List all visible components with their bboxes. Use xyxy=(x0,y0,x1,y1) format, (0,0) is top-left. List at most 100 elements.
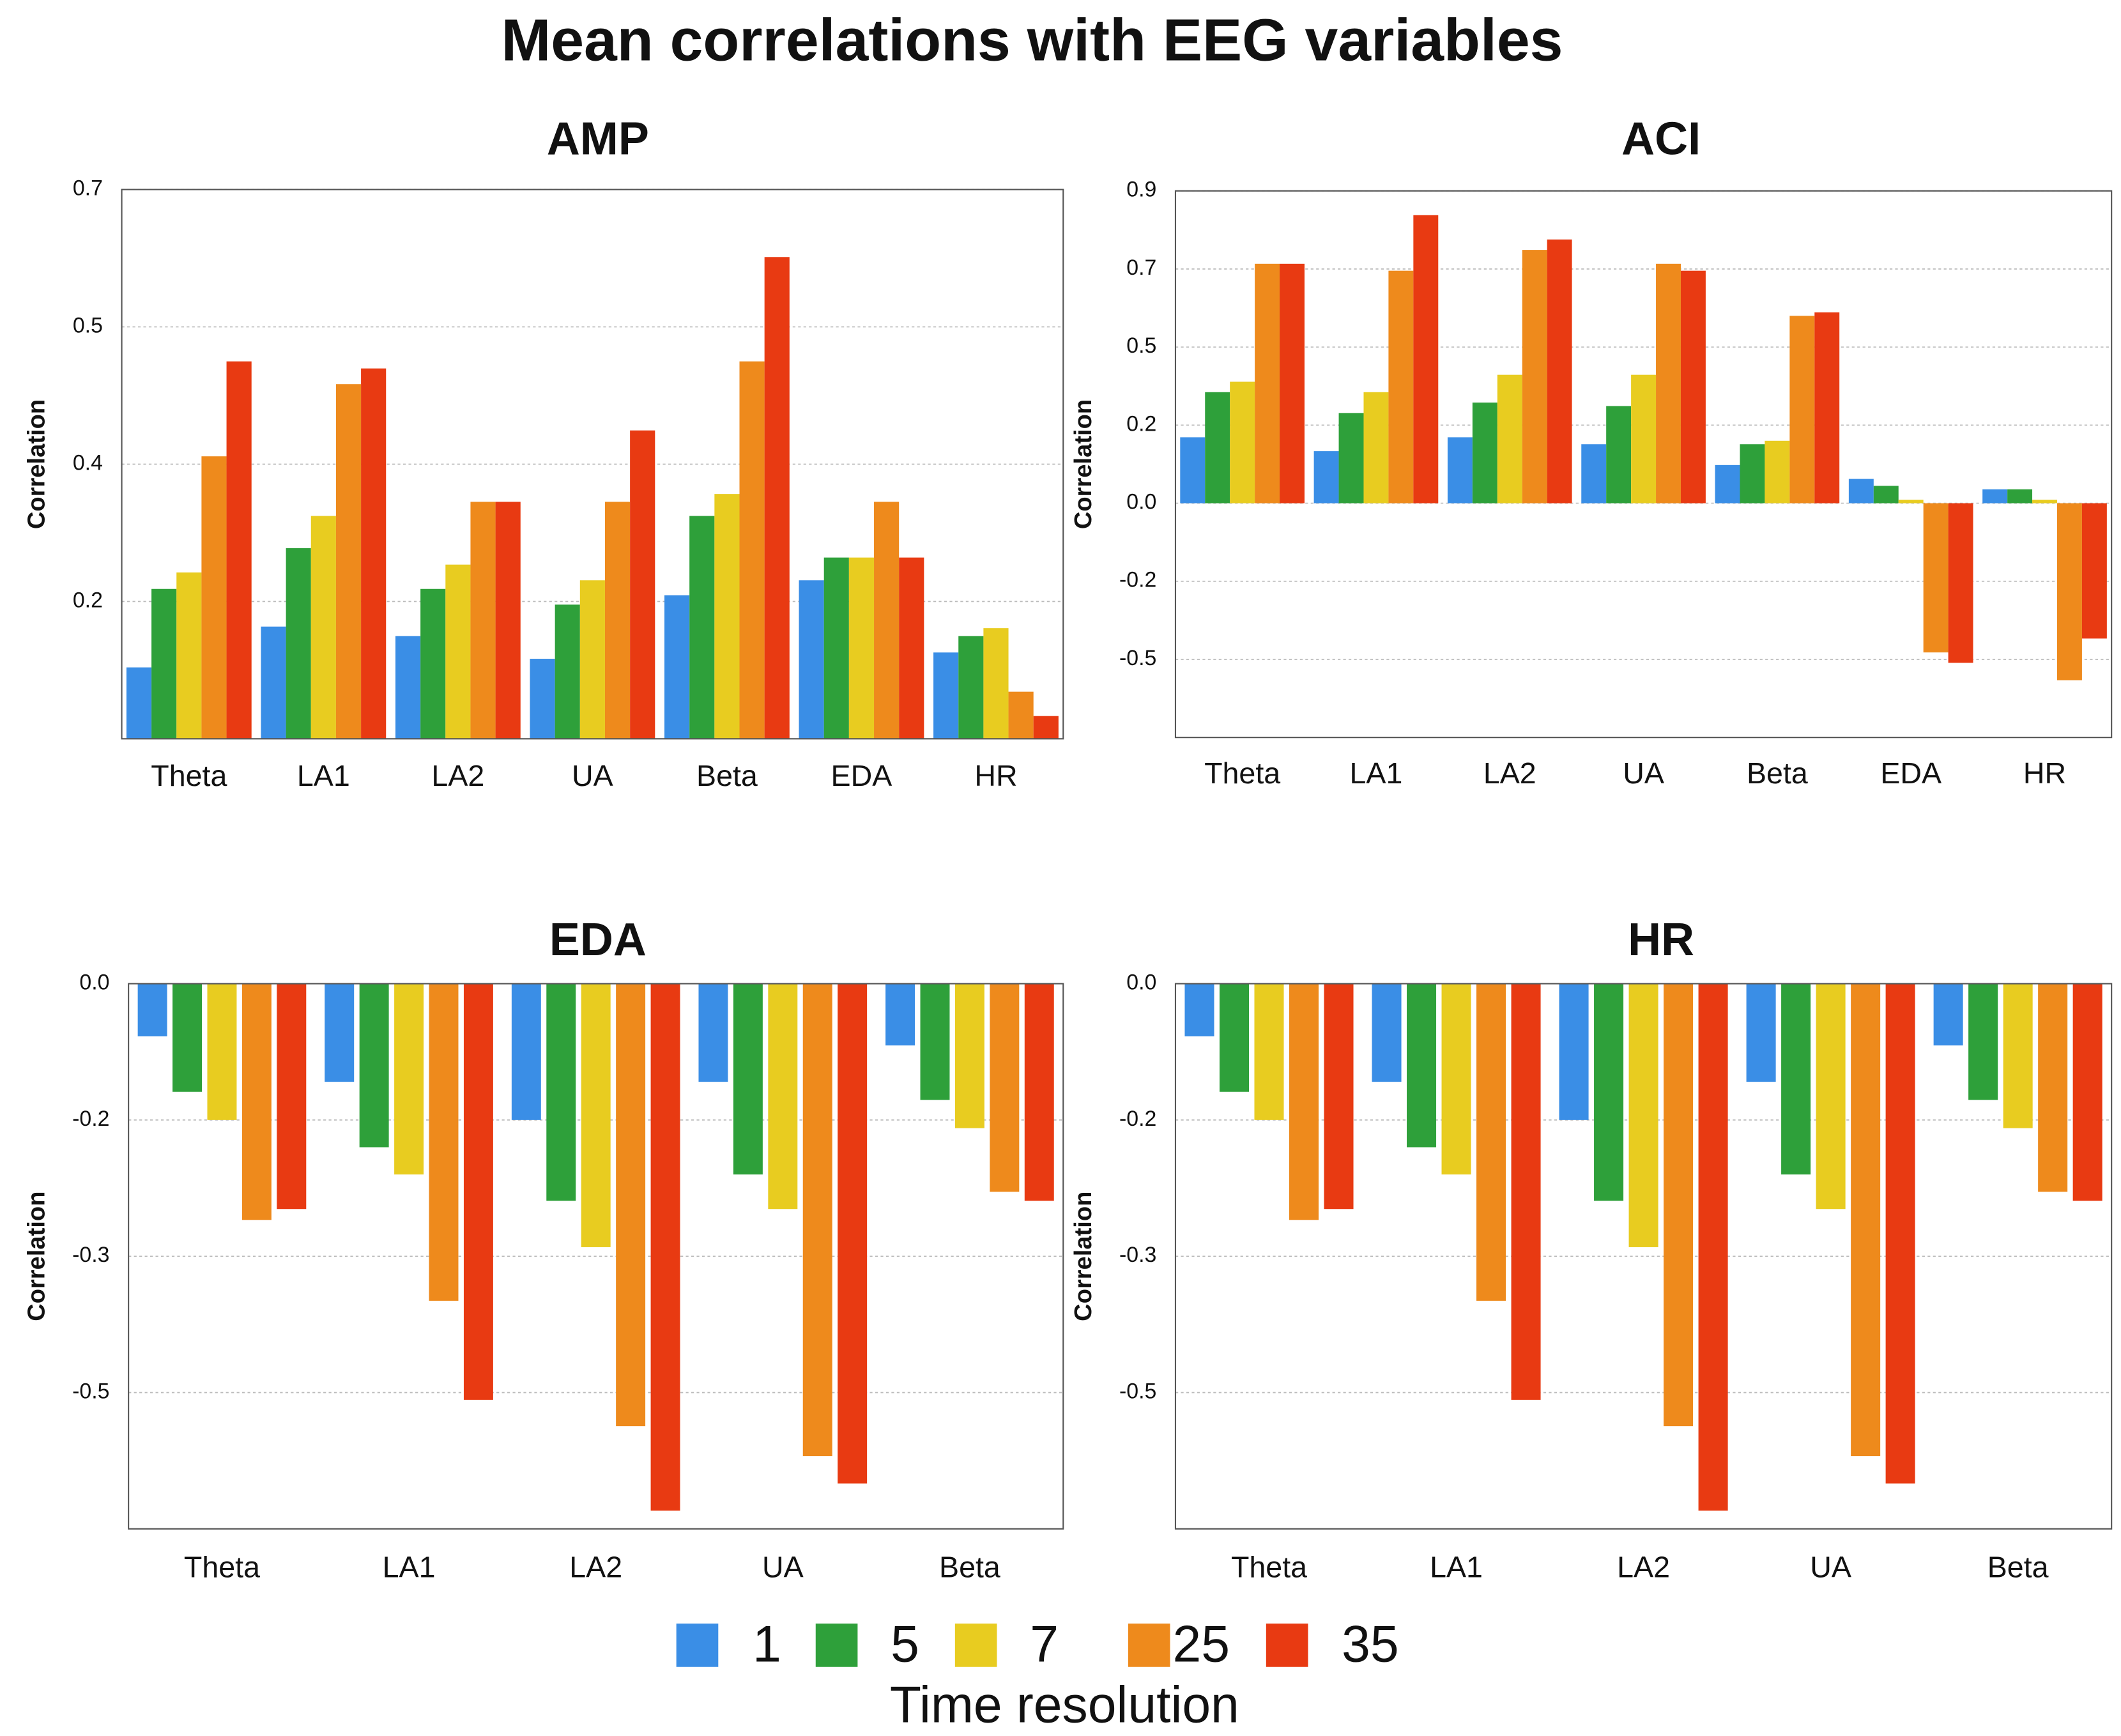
plot-frame xyxy=(121,188,1064,740)
x-tick-label: Theta xyxy=(151,759,227,792)
bar xyxy=(1472,403,1497,503)
bar xyxy=(1184,983,1214,1037)
chart-title: ACI xyxy=(1621,114,1701,165)
x-tick-label: Beta xyxy=(1987,1551,2049,1584)
y-tick-label: -0.2 xyxy=(1119,568,1156,592)
bar xyxy=(2007,489,2033,503)
bar xyxy=(1656,263,1681,503)
bar xyxy=(1885,983,1915,1484)
bar xyxy=(1781,983,1811,1175)
y-tick-label: -0.5 xyxy=(1119,1379,1156,1403)
plot-frame xyxy=(128,983,1064,1530)
bar xyxy=(2072,983,2102,1201)
y-tick-label: 0.7 xyxy=(73,176,103,201)
x-tick-label: LA2 xyxy=(1483,757,1536,790)
x-tick-label: Beta xyxy=(939,1551,1000,1584)
bar xyxy=(2038,983,2068,1192)
bar xyxy=(954,983,984,1128)
bar xyxy=(848,557,875,739)
bar xyxy=(1547,239,1572,503)
bar xyxy=(1511,983,1541,1400)
bar xyxy=(581,983,611,1247)
bar xyxy=(823,557,849,739)
x-tick-label: UA xyxy=(1810,1551,1851,1584)
legend-swatch xyxy=(1266,1624,1308,1667)
figure-title: Mean correlations with EEG variables xyxy=(502,7,1563,73)
x-tick-label: LA1 xyxy=(297,759,350,792)
bar xyxy=(201,456,227,739)
x-tick-label: Theta xyxy=(1231,1551,1307,1584)
y-tick-label: 0.4 xyxy=(73,450,103,475)
bar xyxy=(1024,983,1054,1201)
bar xyxy=(1746,983,1776,1082)
bar xyxy=(1180,437,1206,503)
bar xyxy=(151,588,177,739)
y-tick-label: -0.3 xyxy=(72,1243,109,1267)
bar xyxy=(714,494,740,739)
y-tick-label: 0.5 xyxy=(1126,334,1156,358)
bar xyxy=(1289,983,1319,1220)
x-tick-label: LA2 xyxy=(1617,1551,1670,1584)
bar xyxy=(1948,503,1973,663)
x-tick-label: Theta xyxy=(184,1551,260,1584)
y-tick-label: 0.5 xyxy=(73,314,103,338)
bar xyxy=(838,983,868,1484)
bar xyxy=(1715,465,1740,503)
bar xyxy=(207,983,237,1120)
bar xyxy=(1205,392,1230,503)
bar xyxy=(1338,413,1364,503)
y-tick-label: -0.5 xyxy=(1119,646,1156,670)
bar xyxy=(137,983,167,1037)
chart-title: AMP xyxy=(547,114,649,165)
x-tick-label: Beta xyxy=(696,759,758,792)
bar xyxy=(1388,270,1414,503)
bar xyxy=(277,983,307,1210)
legend-swatch xyxy=(815,1624,858,1667)
bar xyxy=(983,628,1009,739)
bar xyxy=(1765,440,1790,503)
bar xyxy=(361,368,387,739)
bar xyxy=(698,983,728,1082)
bar xyxy=(1497,374,1522,503)
y-tick-label: 0.7 xyxy=(1126,256,1156,280)
bar xyxy=(1230,381,1255,503)
bar xyxy=(1898,500,1924,503)
bar xyxy=(958,636,984,739)
x-tick-label: EDA xyxy=(1880,757,1941,790)
bar xyxy=(1594,983,1624,1201)
bar xyxy=(172,983,203,1092)
x-tick-label: UA xyxy=(762,1551,804,1584)
bar xyxy=(1968,983,1998,1100)
bar xyxy=(630,430,655,739)
plot-frame xyxy=(1174,190,2113,739)
bar xyxy=(530,659,555,739)
legend-label: 35 xyxy=(1342,1615,1398,1673)
bar xyxy=(470,502,496,739)
bar xyxy=(1581,444,1607,503)
bar xyxy=(990,983,1020,1192)
bar xyxy=(463,983,493,1400)
bar xyxy=(1631,374,1657,503)
x-tick-label: HR xyxy=(2023,757,2066,790)
x-tick-label: Beta xyxy=(1747,757,1808,790)
bar xyxy=(579,580,605,739)
bar xyxy=(1372,983,1402,1082)
bar xyxy=(395,636,421,739)
bar xyxy=(1789,316,1815,503)
bar xyxy=(261,626,286,739)
y-axis-label: Correlation xyxy=(23,399,50,529)
bar xyxy=(511,983,541,1120)
bar xyxy=(1219,983,1250,1092)
bar xyxy=(664,595,690,739)
x-tick-label: LA2 xyxy=(569,1551,622,1584)
bar xyxy=(325,983,355,1082)
bar xyxy=(1814,312,1840,503)
bar xyxy=(2056,503,2082,680)
y-tick-label: 0.2 xyxy=(1126,411,1156,436)
bar xyxy=(885,983,915,1046)
bar xyxy=(768,983,798,1210)
bar xyxy=(1254,983,1284,1120)
y-tick-label: -0.2 xyxy=(1119,1107,1156,1131)
y-tick-label: -0.2 xyxy=(72,1107,109,1131)
